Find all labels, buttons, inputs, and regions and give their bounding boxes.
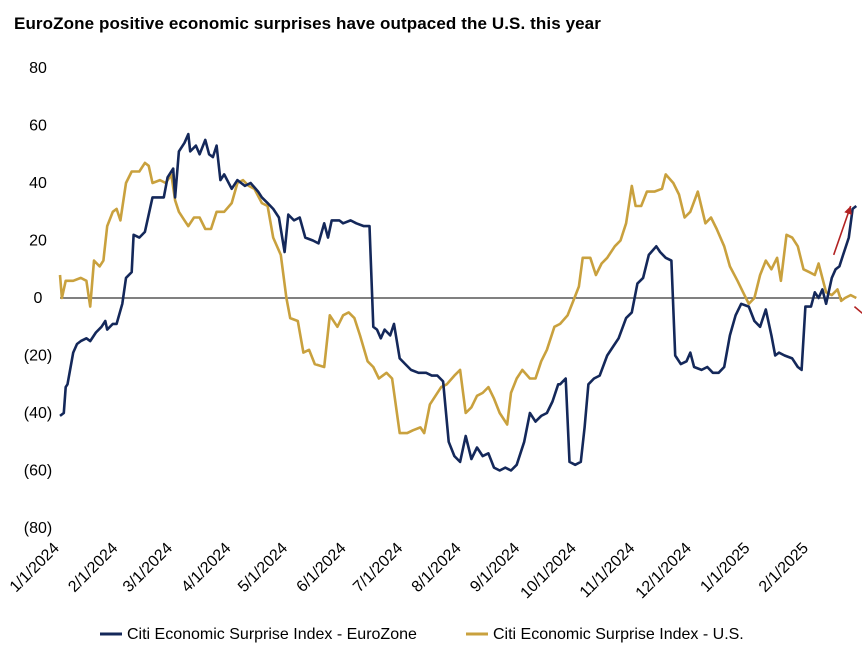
x-tick-label: 12/1/2024: [633, 540, 695, 602]
x-tick-label: 11/1/2024: [577, 540, 639, 602]
annotation-arrow-line: [853, 306, 862, 315]
legend: Citi Economic Surprise Index - EuroZone C…: [100, 626, 744, 643]
x-tick-label: 10/1/2024: [518, 540, 580, 602]
x-tick-label: 7/1/2024: [350, 540, 406, 596]
y-tick-label: (40): [24, 405, 52, 422]
x-tick-label: 4/1/2024: [178, 540, 234, 596]
annotation-arrow-head: [844, 206, 852, 215]
y-tick-label: (60): [24, 463, 52, 480]
x-tick-label: 3/1/2024: [120, 540, 176, 596]
chart-title: EuroZone positive economic surprises hav…: [14, 14, 601, 33]
legend-label: Citi Economic Surprise Index - U.S.: [493, 626, 744, 643]
y-tick-label: (20): [24, 348, 52, 365]
y-tick-label: 40: [29, 175, 47, 192]
x-tick-label: 9/1/2024: [467, 540, 523, 596]
x-tick-label: 8/1/2024: [409, 540, 465, 596]
x-tick-label: 5/1/2024: [235, 540, 291, 596]
y-tick-label: 0: [34, 290, 43, 307]
y-tick-label: (80): [24, 520, 52, 537]
annotation-arrow-line: [832, 205, 852, 256]
y-axis-ticks: 80 60 40 20 0 (20) (40) (60) (80): [24, 60, 52, 537]
x-tick-label: 2/1/2024: [65, 540, 121, 596]
series-lines: [58, 132, 858, 472]
x-tick-label: 6/1/2024: [294, 540, 350, 596]
legend-label: Citi Economic Surprise Index - EuroZone: [127, 626, 417, 643]
annotations: [832, 205, 862, 315]
us-series-line: [58, 161, 857, 435]
eurozone-series-line: [59, 132, 858, 472]
x-tick-label: 1/1/2025: [697, 540, 753, 596]
y-tick-label: 20: [29, 233, 47, 250]
y-tick-label: 60: [29, 118, 47, 135]
x-tick-label: 2/1/2025: [756, 540, 812, 596]
y-tick-label: 80: [29, 60, 47, 77]
x-tick-label: 1/1/2024: [7, 540, 63, 596]
